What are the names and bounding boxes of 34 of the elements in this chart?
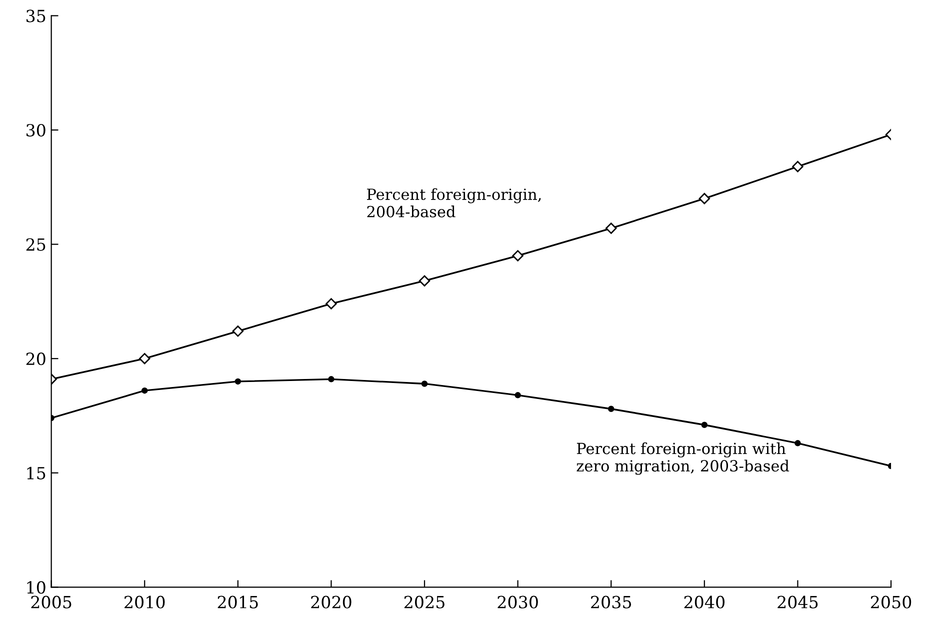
y-tick-label: 10 (27, 581, 46, 594)
x-tick-label: 2050 (870, 596, 912, 608)
x-tick-label: 2030 (498, 596, 538, 608)
x-tick-label: 2035 (591, 596, 632, 608)
y-tick-label: 30 (26, 124, 46, 137)
point (514, 392, 521, 398)
annotation: Percent foreign-origin, 2004-based (367, 188, 541, 218)
y-tick-label: 20 (26, 352, 46, 366)
y-tick-label: 15 (27, 466, 46, 480)
point (326, 298, 337, 310)
point (421, 380, 428, 387)
point (512, 250, 524, 262)
x-tick-label: 2015 (218, 596, 258, 608)
point (232, 326, 244, 337)
point (698, 192, 710, 204)
point (794, 440, 801, 446)
x-tick-label: 2020 (311, 596, 352, 608)
annotation: Percent foreign-origin with zero migration, 2003-based (576, 442, 790, 475)
point (418, 275, 430, 286)
point (608, 406, 614, 412)
point (234, 378, 242, 385)
y-tick-label: 25 (26, 238, 46, 251)
x-tick-label: 2005 (31, 596, 72, 608)
x-tick-label: 2040 (684, 596, 725, 608)
point (792, 160, 804, 172)
x-tick-label: 2010 (124, 596, 165, 608)
point (328, 376, 334, 382)
point (606, 222, 617, 234)
point (139, 352, 150, 364)
point (141, 387, 148, 394)
y-tick-label: 35 (26, 10, 46, 22)
x-tick-label: 2045 (778, 596, 818, 608)
point (701, 422, 708, 428)
x-tick-label: 2025 (404, 596, 444, 608)
